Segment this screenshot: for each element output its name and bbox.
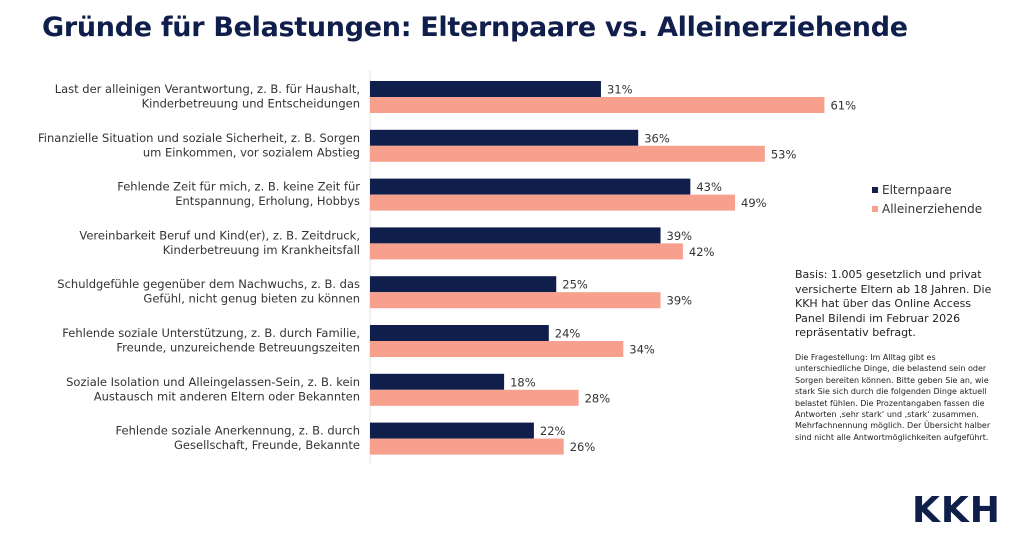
category-label: Finanzielle Situation und soziale Sicher… <box>38 131 360 160</box>
bar-elternpaare <box>370 129 639 146</box>
legend-swatch <box>872 205 878 212</box>
bar-elternpaare <box>370 227 661 244</box>
bar-alleinerziehende <box>370 341 624 357</box>
data-label: 31% <box>607 83 633 97</box>
data-label: 26% <box>570 440 596 454</box>
bar-alleinerziehende <box>370 145 765 162</box>
bar-alleinerziehende <box>370 243 683 260</box>
bar-elternpaare <box>370 178 691 195</box>
bar-alleinerziehende <box>370 438 564 455</box>
category-label: Fehlende Zeit für mich, z. B. keine Zeit… <box>117 180 360 209</box>
bar-alleinerziehende <box>370 97 825 113</box>
data-label: 53% <box>771 147 797 161</box>
data-label: 28% <box>585 391 611 405</box>
category-label: Fehlende soziale Anerkennung, z. B. durc… <box>116 424 360 453</box>
data-label: 34% <box>629 343 655 357</box>
category-label: Schuldgefühle gegenüber dem Nachwuchs, z… <box>57 277 360 306</box>
data-label: 42% <box>689 245 715 259</box>
category-label: Soziale Isolation und Alleingelassen-Sei… <box>66 375 360 404</box>
question-note: Die Fragestellung: Im Alltag gibt es unt… <box>795 353 991 442</box>
legend-item-elternpaare: Elternpaare <box>872 180 982 199</box>
bar-alleinerziehende <box>370 194 736 211</box>
data-label: 49% <box>741 196 767 210</box>
kkh-logo: KKH <box>912 490 1001 531</box>
data-label: 18% <box>510 375 536 389</box>
legend-label: Elternpaare <box>882 182 952 197</box>
bar-elternpaare <box>370 81 601 97</box>
bar-elternpaare <box>370 325 549 341</box>
basis-note: Basis: 1.005 gesetzlich und privat versi… <box>795 268 992 339</box>
data-label: 25% <box>562 278 588 292</box>
bar-elternpaare <box>370 276 557 293</box>
bar-elternpaare <box>370 422 534 439</box>
data-label: 39% <box>667 229 693 243</box>
data-label: 22% <box>540 424 566 438</box>
bar-elternpaare <box>370 373 505 390</box>
legend-label: Alleinerziehende <box>882 201 983 216</box>
data-label: 39% <box>667 294 693 308</box>
bar-alleinerziehende <box>370 389 579 406</box>
data-label: 24% <box>555 327 581 341</box>
legend-swatch <box>872 186 878 193</box>
category-label: Vereinbarkeit Beruf und Kind(er), z. B. … <box>79 228 360 257</box>
data-label: 61% <box>830 99 856 113</box>
legend: Elternpaare Alleinerziehende <box>872 180 982 218</box>
data-label: 36% <box>644 131 670 145</box>
data-label: 43% <box>696 180 722 194</box>
category-label: Fehlende soziale Unterstützung, z. B. du… <box>62 326 360 355</box>
chart-title: Gründe für Belastungen: Elternpaare vs. … <box>42 12 908 43</box>
category-label: Last der alleinigen Verantwortung, z. B.… <box>55 82 360 111</box>
legend-item-alleinerziehende: Alleinerziehende <box>872 199 982 218</box>
bar-alleinerziehende <box>370 292 661 309</box>
